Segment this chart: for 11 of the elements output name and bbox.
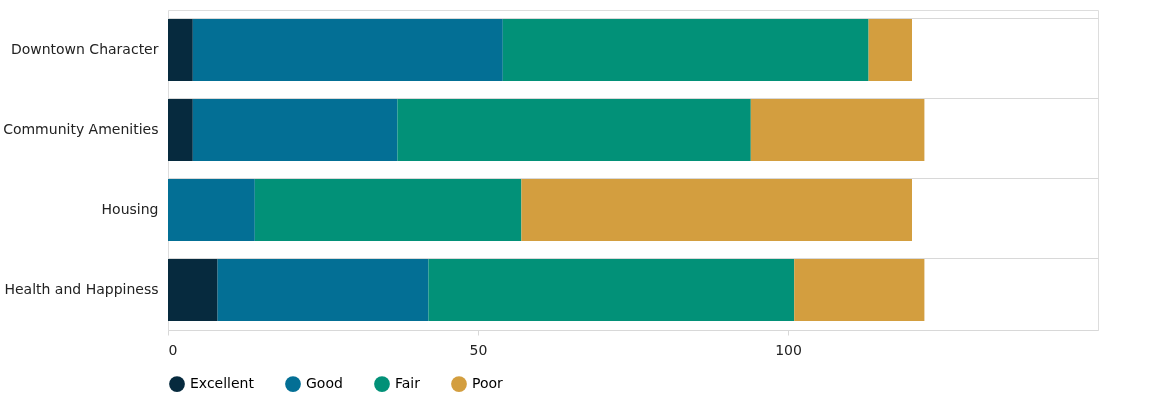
legend-label: Excellent: [190, 375, 255, 392]
legend-label: Good: [306, 375, 343, 392]
y-tick-label: Housing: [101, 201, 159, 217]
y-tick-label: Health and Happiness: [4, 281, 159, 297]
x-tick-label: 100: [775, 341, 802, 358]
x-tick-label: 50: [469, 341, 488, 358]
y-tick-label: Downtown Character: [10, 41, 159, 57]
x-tick-label: 0: [168, 341, 178, 358]
y-tick-label: Community Amenities: [3, 121, 159, 137]
legend-label: Fair: [395, 375, 421, 392]
legend-label: Poor: [472, 375, 504, 392]
